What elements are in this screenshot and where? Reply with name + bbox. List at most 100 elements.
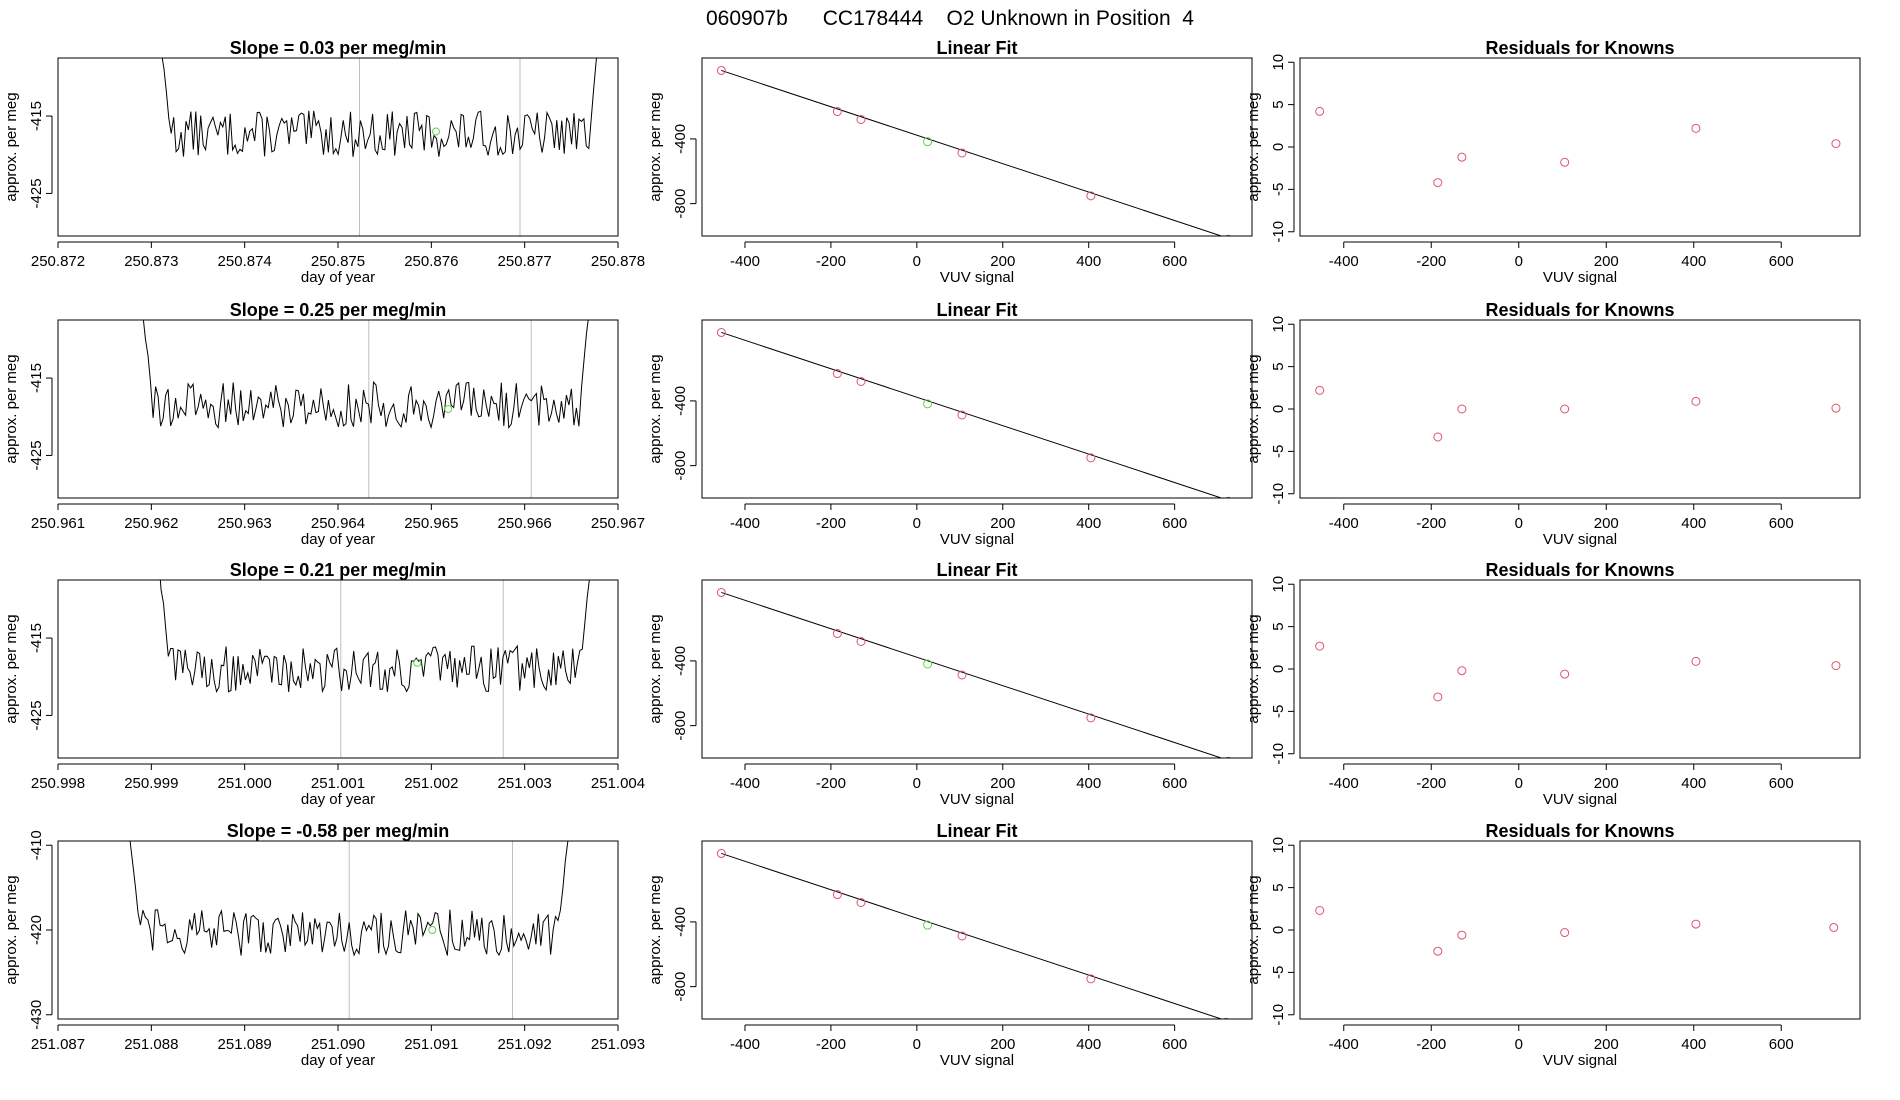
y-tick-label: 5 [1270,883,1287,891]
x-tick-label: 251.004 [591,775,645,792]
x-tick-label: 251.090 [311,1036,365,1053]
x-tick-label: 250.872 [31,253,85,270]
fit-line [721,852,1223,1019]
x-axis-label: VUV signal [940,531,1014,548]
y-tick-label: 10 [1270,576,1287,593]
x-tick-label: 0 [913,775,921,792]
panel-grid: Slope = 0.03 per meg/min day of year appro… [3,38,1861,1069]
x-tick-label: -400 [730,1036,760,1053]
data-point [1560,157,1570,167]
panel-title: Residuals for Knowns [1485,821,1674,841]
plot-frame [1299,319,1861,499]
x-tick-label: 400 [1076,515,1101,532]
panel-r3-c1: Slope = 0.21 per meg/min day of year appro… [3,560,645,808]
x-tick-label: 0 [1515,515,1523,532]
y-axis-label: approx. per meg [1245,92,1262,201]
plot-area [716,587,1232,758]
x-tick-label: 250.876 [404,253,458,270]
data-point [832,629,842,639]
y-tick-label: -400 [672,386,689,416]
data-point [856,376,866,386]
signal-trace [161,58,598,157]
x-tick-label: 251.001 [311,775,365,792]
data-point [1457,930,1467,940]
y-tick-label: -10 [1270,483,1287,505]
x-tick-label: -200 [816,515,846,532]
panel-title: Residuals for Knowns [1485,560,1674,580]
y-tick-label: -10 [1270,221,1287,243]
x-tick-label: 600 [1162,253,1187,270]
y-tick-label: -420 [28,915,45,945]
y-axis-label: approx. per meg [647,92,664,201]
x-tick-label: 250.877 [498,253,552,270]
y-tick-label: -800 [672,711,689,741]
x-tick-label: 250.999 [124,775,178,792]
panel-r2-c2: Linear Fit VUV signal approx. per meg -400 -… [647,300,1253,548]
y-tick-label: 10 [1270,54,1287,71]
x-tick-label: 251.089 [218,1036,272,1053]
plot-area [716,327,1232,498]
plot-area [1315,641,1841,702]
unknown-point [923,920,933,930]
x-axis-label: VUV signal [1543,1052,1617,1069]
y-tick-label: 5 [1270,362,1287,370]
data-point [957,670,967,680]
y-tick-label: -425 [28,178,45,208]
panel-r4-c1: Slope = -0.58 per meg/min day of year appr… [3,821,645,1069]
data-point [1691,396,1701,406]
x-tick-label: 251.091 [404,1036,458,1053]
plot-area [716,65,1232,236]
x-tick-label: 0 [1515,775,1523,792]
data-point [1831,661,1841,671]
x-tick-label: -400 [1329,1036,1359,1053]
y-tick-label: -5 [1270,966,1287,979]
data-point [1433,432,1443,442]
x-tick-label: 400 [1076,253,1101,270]
x-tick-label: -400 [730,775,760,792]
data-point [1831,403,1841,413]
x-tick-label: 400 [1681,515,1706,532]
x-tick-label: 600 [1162,515,1187,532]
data-point [856,636,866,646]
x-tick-label: 400 [1681,1036,1706,1053]
unknown-point [923,659,933,669]
x-tick-label: 250.966 [498,515,552,532]
data-point [832,369,842,379]
x-tick-label: 251.002 [404,775,458,792]
x-tick-label: 200 [990,775,1015,792]
y-axis-label: approx. per meg [1245,354,1262,463]
y-tick-label: 10 [1270,316,1287,333]
x-axis-label: VUV signal [940,791,1014,808]
x-tick-label: -400 [1329,253,1359,270]
unknown-point [923,137,933,147]
unknown-point [444,405,453,413]
fit-line [721,591,1223,758]
y-tick-label: -430 [28,1000,45,1030]
y-tick-label: -415 [28,363,45,393]
plot-frame [57,319,619,499]
y-tick-label: -425 [28,700,45,730]
plot-area [159,580,590,758]
data-point [832,890,842,900]
signal-trace [142,320,589,430]
fit-line [721,331,1223,498]
y-tick-label: -425 [28,440,45,470]
data-point [1560,669,1570,679]
data-point [1691,656,1701,666]
x-tick-label: -200 [816,1036,846,1053]
panel-title: Linear Fit [936,560,1017,580]
y-tick-label: -5 [1270,445,1287,458]
y-tick-label: -400 [672,646,689,676]
y-tick-label: 10 [1270,837,1287,854]
y-tick-label: -400 [672,124,689,154]
x-axis-label: VUV signal [940,269,1014,286]
unknown-point [428,926,437,934]
plot-frame [1299,840,1861,1020]
x-tick-label: 200 [1594,1036,1619,1053]
panel-title: Slope = -0.58 per meg/min [227,821,450,841]
data-point [1225,756,1232,758]
y-axis-label: approx. per meg [647,614,664,723]
x-tick-label: 251.093 [591,1036,645,1053]
data-point [1315,385,1325,395]
data-point [716,587,726,597]
